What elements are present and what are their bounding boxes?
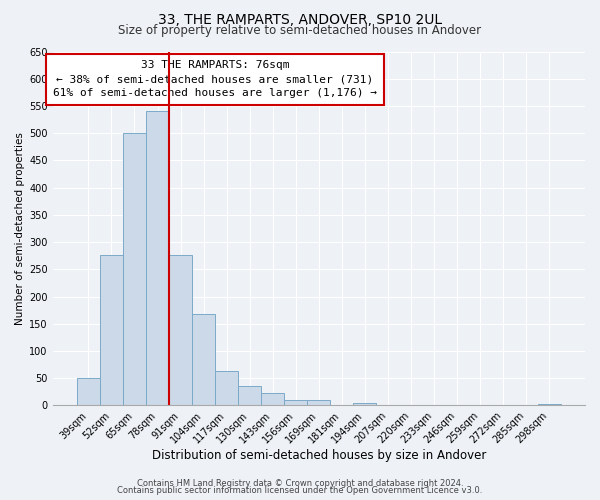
Bar <box>307 400 331 406</box>
Bar <box>100 254 123 406</box>
Text: 33, THE RAMPARTS, ANDOVER, SP10 2UL: 33, THE RAMPARTS, ANDOVER, SP10 2UL <box>158 12 442 26</box>
Text: Size of property relative to semi-detached houses in Andover: Size of property relative to semi-detach… <box>118 24 482 37</box>
X-axis label: Distribution of semi-detached houses by size in Andover: Distribution of semi-detached houses by … <box>152 450 486 462</box>
Bar <box>353 404 376 406</box>
Y-axis label: Number of semi-detached properties: Number of semi-detached properties <box>15 132 25 325</box>
Text: 33 THE RAMPARTS: 76sqm
← 38% of semi-detached houses are smaller (731)
61% of se: 33 THE RAMPARTS: 76sqm ← 38% of semi-det… <box>53 60 377 98</box>
Bar <box>538 404 561 406</box>
Text: Contains public sector information licensed under the Open Government Licence v3: Contains public sector information licen… <box>118 486 482 495</box>
Bar <box>77 378 100 406</box>
Bar <box>261 394 284 406</box>
Text: Contains HM Land Registry data © Crown copyright and database right 2024.: Contains HM Land Registry data © Crown c… <box>137 478 463 488</box>
Bar <box>215 371 238 406</box>
Bar <box>146 112 169 406</box>
Bar <box>192 314 215 406</box>
Bar <box>123 133 146 406</box>
Bar <box>284 400 307 406</box>
Bar <box>169 254 192 406</box>
Bar <box>238 386 261 406</box>
